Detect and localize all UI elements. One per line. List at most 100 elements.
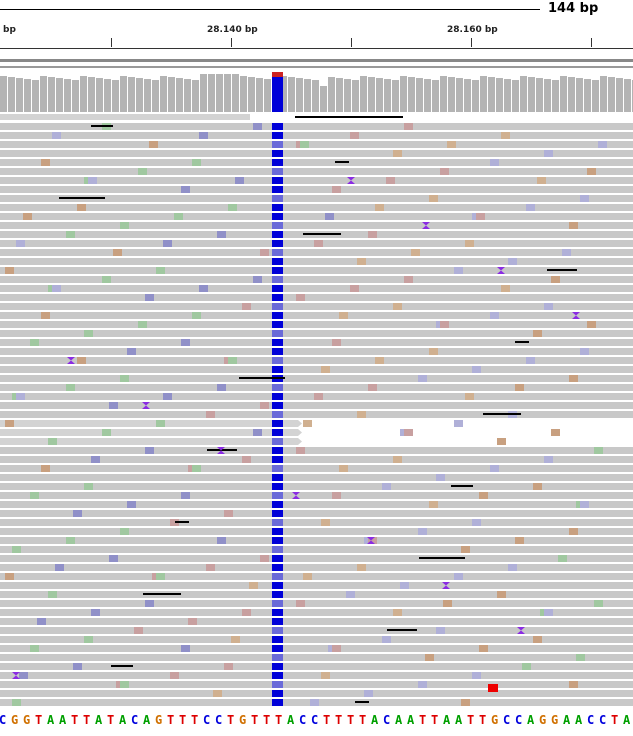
alignment-row <box>0 600 633 607</box>
alignment-row <box>0 636 633 643</box>
mismatch-base <box>443 600 452 607</box>
mismatch-base <box>594 447 603 454</box>
alignment-row <box>0 465 633 472</box>
coverage-bar <box>304 79 311 112</box>
coverage-bar <box>56 78 63 112</box>
coverage-bar <box>96 78 103 112</box>
reference-base: C <box>215 713 223 727</box>
snp-base <box>272 294 283 301</box>
mismatch-base <box>66 384 75 391</box>
mismatch-base <box>199 132 208 139</box>
alignment-row <box>0 456 633 463</box>
mismatch-base <box>501 285 510 292</box>
mismatch-base <box>321 672 330 679</box>
mismatch-base <box>228 357 237 364</box>
alignment-row <box>0 510 633 517</box>
reference-base: G <box>11 713 19 727</box>
mismatch-base <box>472 672 481 679</box>
mismatch-base <box>113 249 122 256</box>
mismatch-base <box>5 420 14 427</box>
coverage-bar <box>16 78 23 112</box>
coverage-bar <box>512 80 519 112</box>
alignment-row <box>0 546 633 553</box>
mismatch-base <box>260 555 269 562</box>
snp-base <box>272 492 283 499</box>
mismatch-base <box>249 582 258 589</box>
coverage-track[interactable] <box>0 58 633 114</box>
mismatch-base <box>30 339 39 346</box>
alignment-row <box>0 582 633 589</box>
snp-base <box>272 438 283 445</box>
alignment-track[interactable] <box>0 114 633 712</box>
coverage-bar <box>104 79 111 112</box>
alignment-row <box>0 213 633 220</box>
snp-base <box>272 222 283 229</box>
coverage-bar <box>88 77 95 112</box>
alignment-row <box>0 474 633 481</box>
deletion <box>295 116 403 118</box>
alignment-row <box>0 303 633 310</box>
ruler-tick <box>591 38 592 47</box>
mismatch-base <box>465 240 474 247</box>
coverage-bar <box>616 78 623 112</box>
coverage-bar <box>168 77 175 112</box>
snp-base <box>272 240 283 247</box>
coverage-bar <box>176 78 183 112</box>
mismatch-base <box>368 384 377 391</box>
mismatch-base <box>325 213 334 220</box>
mismatch-base <box>91 609 100 616</box>
alignment-row <box>0 312 633 319</box>
coverage-bar <box>120 76 127 112</box>
mismatch-base <box>587 168 596 175</box>
alignment-row <box>0 645 633 652</box>
mismatch-base <box>192 312 201 319</box>
mismatch-base <box>425 654 434 661</box>
snp-base <box>272 366 283 373</box>
mismatch-base <box>66 231 75 238</box>
alignment-row-0 <box>0 114 250 120</box>
mismatch-base <box>400 582 409 589</box>
reference-base: A <box>563 713 571 727</box>
mismatch-base <box>199 285 208 292</box>
alignment-row <box>0 591 633 598</box>
mismatch-base <box>332 186 341 193</box>
mismatch-base <box>260 249 269 256</box>
snp-base <box>272 447 283 454</box>
mismatch-base <box>253 123 262 130</box>
reference-base: A <box>371 713 379 727</box>
snp-base <box>272 195 283 202</box>
snp-base <box>272 474 283 481</box>
coverage-bar <box>472 80 479 112</box>
alignment-row <box>0 420 298 427</box>
mismatch-base <box>145 447 154 454</box>
coverage-bar <box>584 79 591 112</box>
mismatch-base <box>149 141 158 148</box>
alignment-row <box>0 492 633 499</box>
reference-base: A <box>455 713 463 727</box>
mismatch-base <box>472 366 481 373</box>
snp-base <box>272 600 283 607</box>
coverage-bar <box>552 80 559 112</box>
mismatch-base <box>580 195 589 202</box>
mismatch-base <box>429 501 438 508</box>
reference-base: C <box>383 713 391 727</box>
reference-base: C <box>311 713 319 727</box>
mismatch-base <box>16 240 25 247</box>
mismatch-base <box>429 195 438 202</box>
coverage-bar <box>496 78 503 112</box>
snp-base <box>272 132 283 139</box>
snp-base <box>272 627 283 634</box>
coverage-bar <box>536 78 543 112</box>
coverage-bar <box>592 80 599 112</box>
coverage-bar <box>456 78 463 112</box>
alignment-row <box>0 168 633 175</box>
tick-label-28160: 28.160 bp <box>447 25 498 35</box>
alignment-row <box>0 294 633 301</box>
mismatch-base <box>19 672 28 679</box>
reference-base: T <box>359 713 367 727</box>
coverage-bar <box>576 78 583 112</box>
ruler-track[interactable]: 144 bp bp 28.140 bp 28.160 bp <box>0 0 633 52</box>
mismatch-base <box>170 672 179 679</box>
alignment-row <box>0 627 633 634</box>
snp-base <box>272 393 283 400</box>
